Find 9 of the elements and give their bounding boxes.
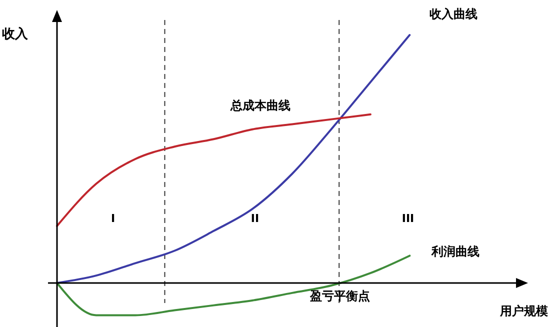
annotation: II — [250, 212, 260, 225]
x-axis-title: 用户规模 — [499, 304, 548, 318]
annotation: I — [110, 212, 116, 225]
series-label: 利润曲线 — [430, 244, 480, 259]
annotation: 盈亏平衡点 — [309, 289, 370, 303]
series-label: 总成本曲线 — [229, 98, 290, 112]
text: 收入曲线 — [430, 7, 478, 21]
annotation: III — [402, 212, 414, 225]
y-axis-title: 收入 — [2, 26, 29, 42]
